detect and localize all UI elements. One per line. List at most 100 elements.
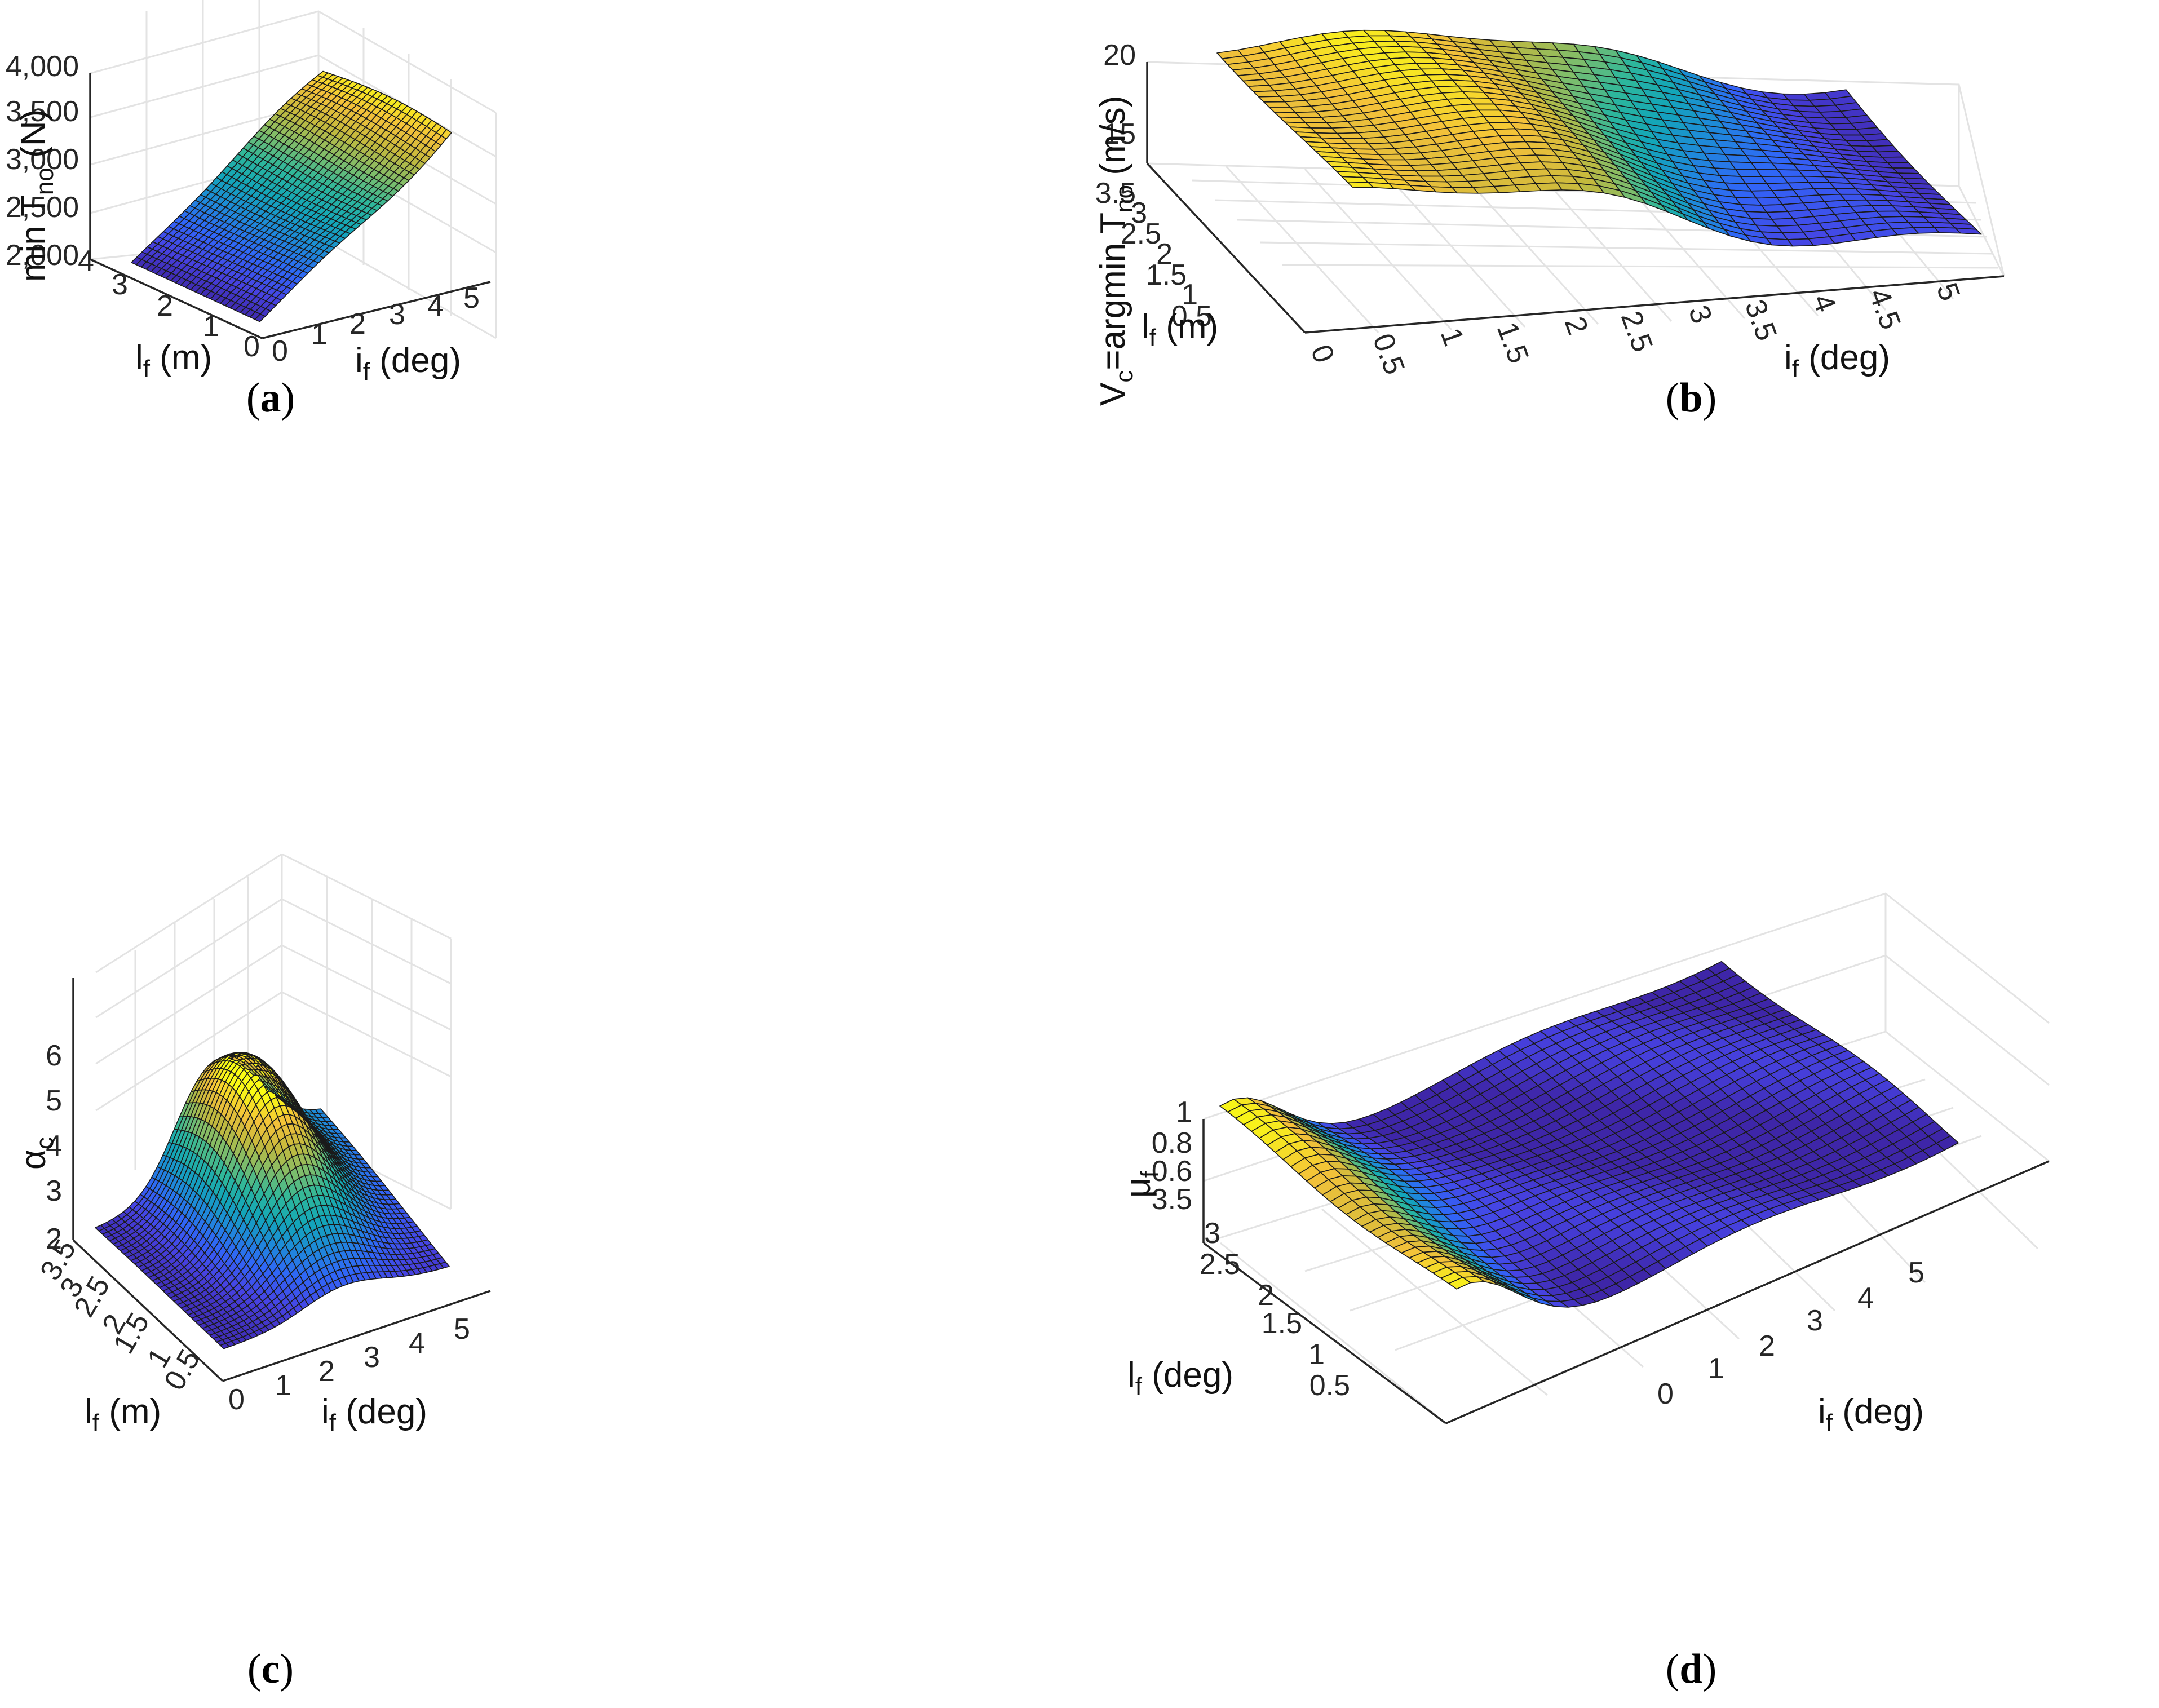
y-tick: 2.5 bbox=[1200, 1248, 1240, 1281]
y-tick: 3 bbox=[1204, 1217, 1220, 1250]
x-tick: 4.5 bbox=[1862, 284, 1907, 334]
z-ticks: 2 3 4 5 6 bbox=[46, 1039, 62, 1255]
caption: (b) bbox=[1666, 375, 1716, 421]
z-tick: 20 bbox=[1103, 39, 1136, 72]
y-tick: 1 bbox=[1182, 278, 1198, 311]
chart-c: 2 3 4 5 6 3.5 3 2.5 2 1.5 1 0.5 0 1 2 3 … bbox=[14, 854, 491, 1692]
x-tick: 5 bbox=[463, 282, 480, 315]
z-tick: 3,500 bbox=[6, 95, 79, 128]
chart-d: 0.6 0.8 1 3.5 3 2.5 2 1.5 1 0.5 0 1 2 3 … bbox=[1119, 892, 2050, 1692]
panel-c: 2 3 4 5 6 3.5 3 2.5 2 1.5 1 0.5 0 1 2 3 … bbox=[0, 854, 1080, 1708]
z-tick: 2,000 bbox=[6, 239, 79, 272]
y-axis-label: lf (deg) bbox=[1127, 1356, 1233, 1400]
y-tick: 0 bbox=[244, 330, 260, 363]
x-tick: 0.5 bbox=[1366, 329, 1411, 379]
y-ticks: 4 3 2 1 0 bbox=[78, 245, 260, 363]
y-tick: 2 bbox=[157, 290, 173, 322]
y-axis-label: lf (m) bbox=[85, 1392, 161, 1437]
surface-cell bbox=[1882, 156, 1909, 163]
surface-cell bbox=[1872, 145, 1899, 153]
z-tick: 1 bbox=[1176, 1096, 1192, 1129]
x-axis-label: if (deg) bbox=[355, 341, 461, 386]
x-axis-label: if (deg) bbox=[1818, 1392, 1924, 1437]
x-tick: 2 bbox=[349, 308, 366, 340]
panel-d: 0.6 0.8 1 3.5 3 2.5 2 1.5 1 0.5 0 1 2 3 … bbox=[1080, 854, 2159, 1708]
surface-a bbox=[131, 70, 452, 322]
x-tick: 3 bbox=[364, 1341, 380, 1374]
z-axis-label: αc bbox=[14, 1137, 59, 1170]
z-tick: 0.8 bbox=[1152, 1127, 1192, 1160]
y-tick: 4 bbox=[78, 245, 94, 277]
caption: (d) bbox=[1666, 1646, 1716, 1692]
z-tick: 15 bbox=[1103, 118, 1136, 151]
x-axis-label: if (deg) bbox=[1784, 338, 1890, 383]
axes-c bbox=[72, 978, 491, 1382]
x-tick: 5 bbox=[454, 1313, 470, 1346]
y-tick: 0.5 bbox=[1309, 1369, 1350, 1402]
x-tick: 0 bbox=[1304, 340, 1340, 367]
z-ticks: 15 20 bbox=[1103, 39, 1136, 151]
y-tick: 2 bbox=[1156, 238, 1173, 271]
y-tick: 1.5 bbox=[1262, 1307, 1302, 1340]
z-tick: 4 bbox=[46, 1130, 62, 1162]
z-axis-label: min Tno (N) bbox=[14, 109, 59, 282]
x-tick: 1 bbox=[275, 1369, 291, 1402]
axes-a bbox=[89, 73, 491, 339]
x-tick: 1.5 bbox=[1490, 318, 1535, 368]
surface-cell bbox=[1954, 227, 1982, 235]
panel-b: 15 20 3.5 3 2.5 2 1.5 1 0.5 0 0.5 1 1.5 … bbox=[1080, 0, 2159, 854]
x-tick: 3 bbox=[1682, 301, 1718, 328]
x-axis-label: if (deg) bbox=[321, 1392, 427, 1437]
chart-b: 15 20 3.5 3 2.5 2 1.5 1 0.5 0 0.5 1 1.5 … bbox=[1094, 29, 2005, 421]
x-tick: 0 bbox=[272, 335, 288, 368]
surface-d bbox=[1219, 961, 1959, 1308]
x-tick: 5 bbox=[1908, 1256, 1924, 1289]
z-tick: 2,500 bbox=[6, 191, 79, 224]
y-tick: 0.5 bbox=[1171, 300, 1212, 333]
y-axis-label: lf (m) bbox=[1142, 307, 1218, 352]
caption: (a) bbox=[246, 375, 295, 421]
z-axis-label: μf bbox=[1119, 1170, 1163, 1198]
surface-cell bbox=[1877, 151, 1904, 158]
z-ticks: 2,000 2,500 3,000 3,500 4,000 bbox=[6, 50, 79, 272]
x-tick: 3.5 bbox=[1738, 295, 1783, 345]
y-ticks: 3.5 3 2.5 2 1.5 1 0.5 bbox=[1095, 177, 1212, 333]
axes-d bbox=[1202, 1119, 2050, 1424]
surface-b bbox=[1216, 29, 1982, 247]
y-axis-label: lf (m) bbox=[135, 338, 212, 383]
x-tick: 2 bbox=[318, 1355, 335, 1388]
x-tick: 1 bbox=[1434, 324, 1470, 350]
z-tick: 0.6 bbox=[1152, 1155, 1192, 1188]
x-tick: 1 bbox=[311, 318, 328, 351]
y-ticks: 3.5 3 2.5 2 1.5 1 0.5 bbox=[1152, 1183, 1350, 1402]
y-tick: 3 bbox=[112, 268, 128, 301]
z-tick: 3 bbox=[46, 1175, 62, 1207]
z-ticks: 0.6 0.8 1 bbox=[1152, 1096, 1192, 1188]
surface-cell bbox=[1936, 1135, 1959, 1151]
y-tick: 0.5 bbox=[158, 1344, 206, 1396]
chart-a: 2,000 2,500 3,000 3,500 4,000 4 3 2 1 0 … bbox=[6, 0, 497, 421]
x-tick: 0 bbox=[228, 1383, 245, 1416]
x-ticks: 0 1 2 3 4 5 bbox=[272, 282, 480, 368]
x-ticks: 0 1 2 3 4 5 bbox=[1657, 1256, 1924, 1410]
y-tick: 3.5 bbox=[1152, 1183, 1192, 1216]
x-tick: 2 bbox=[1759, 1330, 1775, 1362]
surface-cell bbox=[95, 1224, 105, 1232]
y-tick: 1.5 bbox=[1146, 259, 1187, 291]
surface-cell bbox=[131, 256, 142, 266]
z-axis-label: Vc=argmin Tno (m/s) bbox=[1094, 96, 1138, 406]
z-tick: 5 bbox=[46, 1085, 62, 1117]
axes-b bbox=[1146, 62, 2005, 334]
z-tick: 6 bbox=[46, 1039, 62, 1072]
panel-a: 2,000 2,500 3,000 3,500 4,000 4 3 2 1 0 … bbox=[0, 0, 1080, 854]
y-tick: 1 bbox=[1308, 1338, 1325, 1371]
x-tick: 2.5 bbox=[1614, 307, 1659, 356]
x-tick: 4 bbox=[1857, 1282, 1874, 1315]
y-tick: 1 bbox=[203, 310, 219, 343]
x-tick: 3 bbox=[389, 298, 405, 331]
surface-cell bbox=[1887, 162, 1914, 169]
z-tick: 4,000 bbox=[6, 50, 79, 83]
caption: (c) bbox=[247, 1646, 294, 1692]
y-tick: 2.5 bbox=[1121, 218, 1161, 250]
z-tick: 3,000 bbox=[6, 143, 79, 176]
